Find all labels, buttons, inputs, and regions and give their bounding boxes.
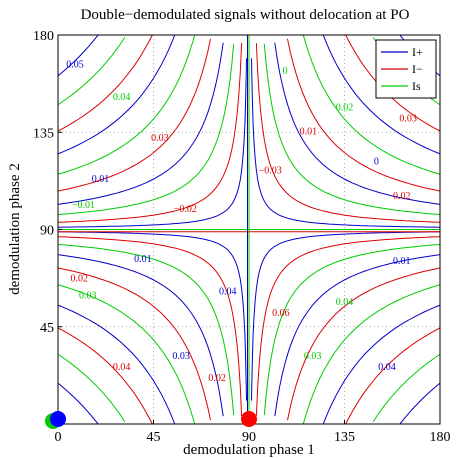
contour-label: 0.01 <box>134 254 152 265</box>
contour-line-I <box>345 327 440 424</box>
contour-line-Is <box>58 284 196 424</box>
contour-label: 0.03 <box>151 133 169 144</box>
contour-label: 0 <box>283 66 288 77</box>
contour-label: 0.05 <box>66 59 84 70</box>
contour-line-I <box>58 304 176 424</box>
contour-line-I <box>58 231 247 401</box>
contour-line-I <box>58 42 224 205</box>
contour-label: 0.04 <box>113 92 131 103</box>
contour-label: 0.02 <box>70 273 88 284</box>
contour-labels: 0.05 0.04 0.03 0.01 −0.01 0 0.02 0.01 0 −0.02 −0.0… <box>66 59 417 383</box>
contour-line-I <box>58 236 243 416</box>
point-marker <box>241 411 257 427</box>
contour-line-I <box>399 382 440 424</box>
axis-ticks: 0 45 90 135 180 45 90 135 180 <box>33 29 451 445</box>
contour-label: 0.04 <box>219 286 237 297</box>
x-tick-label: 135 <box>334 430 355 445</box>
contour-line-I <box>251 231 440 401</box>
contour-line-I <box>58 43 243 223</box>
contour-label: 0.03 <box>399 113 417 124</box>
contour-line-Is <box>58 37 126 106</box>
contour-label: −0.01 <box>72 200 95 211</box>
legend: I+ I− Is <box>375 39 437 99</box>
contour-line-I <box>58 254 224 417</box>
y-axis-label: demodulation phase 2 <box>7 163 23 295</box>
contour-label: 0.04 <box>378 362 396 373</box>
contour-label: 0.03 <box>172 351 190 362</box>
contour-line-I <box>322 35 440 155</box>
x-tick-label: 90 <box>242 430 256 445</box>
contour-label: 0.04 <box>336 297 354 308</box>
contour-label: 0.01 <box>92 174 110 185</box>
x-tick-label: 180 <box>430 430 451 445</box>
contour-line-I <box>58 58 247 228</box>
contour-label: 0.06 <box>272 308 290 319</box>
chart-title: Double−demodulated signals without deloc… <box>81 7 410 23</box>
contour-label: 0.04 <box>113 362 131 373</box>
contour-line-I <box>274 254 440 417</box>
y-tick-label: 45 <box>40 321 54 336</box>
contour-line-I <box>58 267 211 421</box>
contour-label: 0.01 <box>393 256 411 267</box>
contour-line-I <box>322 304 440 424</box>
contour-label: 0.03 <box>79 291 97 302</box>
contour-line-Is <box>58 353 126 422</box>
contour-line-I <box>58 382 99 424</box>
contour-label: 0.03 <box>304 351 322 362</box>
legend-entry: I− <box>412 62 423 76</box>
contour-line-I <box>255 43 440 223</box>
y-tick-label: 180 <box>33 29 54 44</box>
x-tick-label: 0 <box>55 430 62 445</box>
y-tick-label: 90 <box>40 224 54 239</box>
contour-line-I <box>58 35 176 155</box>
contour-line-Is <box>58 43 235 216</box>
x-tick-label: 45 <box>147 430 161 445</box>
contour-label: 0 <box>374 157 379 168</box>
point-marker <box>50 411 66 427</box>
contour-line-I <box>58 38 211 192</box>
contour-line-I <box>58 327 153 424</box>
contour-label: 0.02 <box>393 191 411 202</box>
contour-label: −0.02 <box>174 204 197 215</box>
contour-label: 0.01 <box>300 126 318 137</box>
legend-entry: I+ <box>412 45 423 59</box>
contour-line-I <box>251 58 440 228</box>
contour-line-Is <box>263 43 440 216</box>
contour-lines <box>58 35 440 424</box>
contour-line-Is <box>58 35 196 175</box>
contour-label: −0.03 <box>259 165 282 176</box>
contour-line-I <box>274 42 440 205</box>
contour-line-Is <box>302 35 440 175</box>
point-markers <box>45 411 257 429</box>
contour-line-I <box>287 38 440 192</box>
x-axis-label: demodulation phase 1 <box>183 442 315 458</box>
contour-line-I <box>58 35 153 132</box>
contour-line-Is <box>58 243 235 416</box>
y-tick-label: 135 <box>33 126 54 141</box>
contour-label: 0.02 <box>336 103 354 114</box>
contour-label: 0.02 <box>208 373 226 384</box>
contour-line-Is <box>372 353 440 422</box>
contour-line-I <box>58 35 99 77</box>
contour-line-Is <box>302 284 440 424</box>
legend-entry: Is <box>412 79 421 93</box>
contour-line-Is <box>263 243 440 416</box>
contour-line-I <box>287 267 440 421</box>
contour-line-I <box>255 236 440 416</box>
